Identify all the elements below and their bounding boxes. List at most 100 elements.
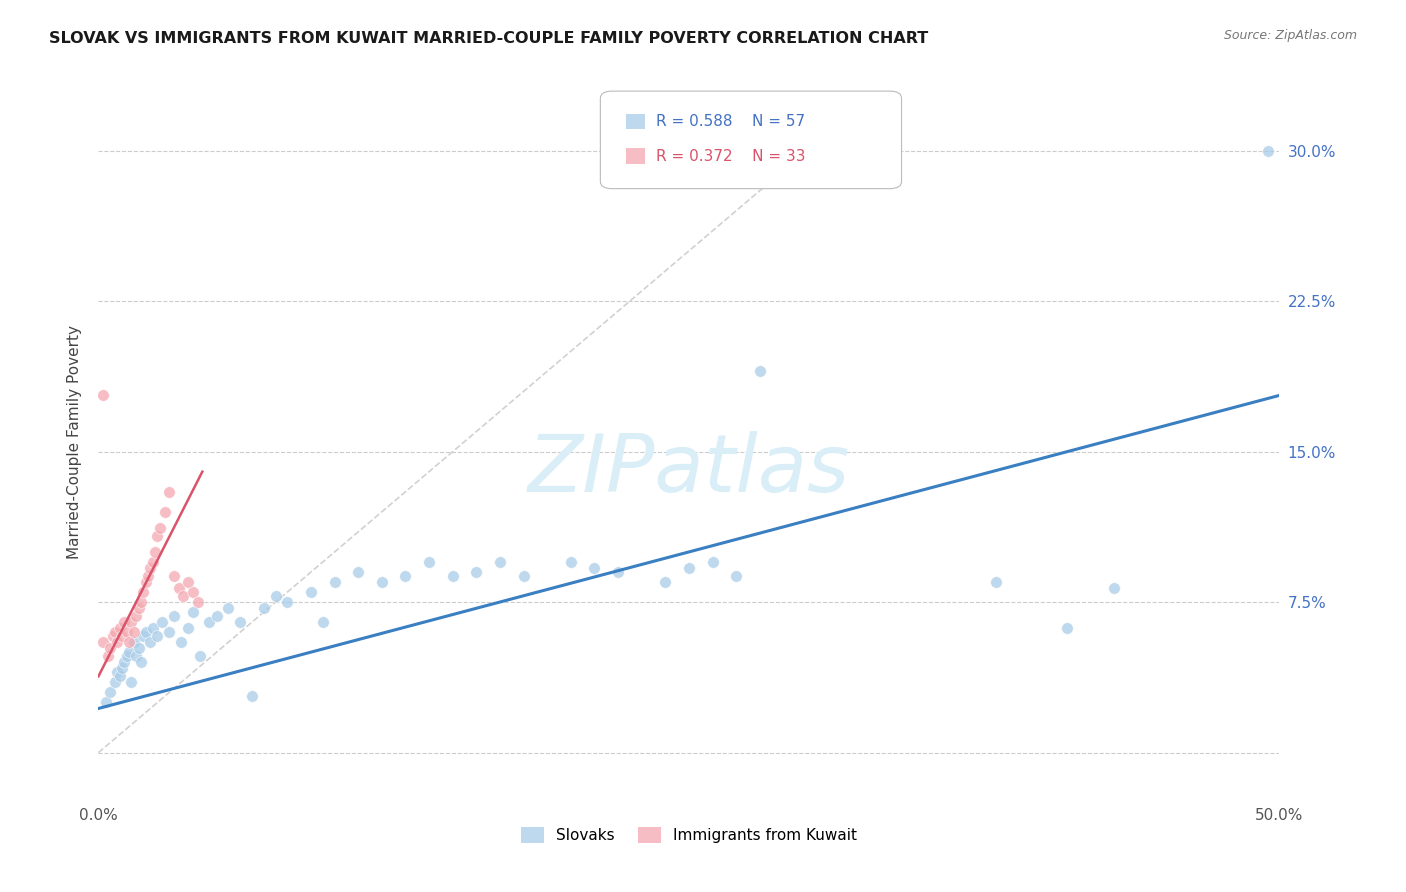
Point <box>104 625 127 640</box>
Point <box>181 605 204 619</box>
FancyBboxPatch shape <box>600 91 901 189</box>
Point <box>122 635 145 649</box>
Text: R = 0.372    N = 33: R = 0.372 N = 33 <box>657 149 806 163</box>
Point <box>1056 621 1078 635</box>
Point <box>121 615 143 630</box>
Point <box>125 649 148 664</box>
Point <box>607 565 630 579</box>
Point <box>98 641 121 656</box>
Point <box>170 635 193 649</box>
Point <box>91 388 114 402</box>
Point <box>91 635 114 649</box>
Point <box>135 625 157 640</box>
Point <box>312 615 335 630</box>
Point <box>128 641 150 656</box>
Point <box>347 565 370 579</box>
Point <box>371 575 394 590</box>
Point <box>217 601 239 615</box>
Point <box>748 364 770 378</box>
Legend: Slovaks, Immigrants from Kuwait: Slovaks, Immigrants from Kuwait <box>515 822 863 849</box>
Point <box>146 629 169 643</box>
Point <box>163 609 186 624</box>
Point <box>104 675 127 690</box>
Point <box>98 685 121 699</box>
Point <box>94 696 117 710</box>
Bar <box>626 113 644 129</box>
Point <box>512 569 534 583</box>
Point <box>188 649 211 664</box>
Point <box>240 690 263 704</box>
Point <box>118 645 141 659</box>
Point <box>229 615 252 630</box>
Bar <box>626 148 644 164</box>
Text: ZIPatlas: ZIPatlas <box>527 432 851 509</box>
Point <box>489 555 512 569</box>
Point <box>465 565 488 579</box>
Text: Source: ZipAtlas.com: Source: ZipAtlas.com <box>1223 29 1357 42</box>
Point <box>108 669 131 683</box>
Point <box>115 625 138 640</box>
Point <box>136 569 159 583</box>
Point <box>149 521 172 535</box>
Point <box>441 569 464 583</box>
Point <box>702 555 724 569</box>
Point <box>187 595 209 609</box>
Point <box>299 585 322 599</box>
Point <box>146 529 169 543</box>
Point <box>118 635 141 649</box>
Point <box>725 569 748 583</box>
Point <box>583 561 606 575</box>
Point <box>105 635 128 649</box>
Point <box>139 561 162 575</box>
Point <box>125 609 148 624</box>
Point <box>153 505 176 519</box>
Point <box>111 661 134 675</box>
Point <box>177 575 200 590</box>
Point <box>132 629 155 643</box>
Point <box>418 555 440 569</box>
Point <box>157 484 180 499</box>
Point <box>112 655 135 669</box>
Point <box>181 585 204 599</box>
Point <box>139 635 162 649</box>
Text: R = 0.588    N = 57: R = 0.588 N = 57 <box>657 114 806 129</box>
Point <box>115 649 138 664</box>
Point <box>150 615 173 630</box>
Point <box>163 569 186 583</box>
Point <box>121 675 143 690</box>
Point <box>128 601 150 615</box>
Text: SLOVAK VS IMMIGRANTS FROM KUWAIT MARRIED-COUPLE FAMILY POVERTY CORRELATION CHART: SLOVAK VS IMMIGRANTS FROM KUWAIT MARRIED… <box>49 31 928 46</box>
Point <box>143 545 166 559</box>
Point <box>984 575 1007 590</box>
Point <box>205 609 228 624</box>
Point <box>654 575 676 590</box>
Point <box>129 595 152 609</box>
Point <box>111 629 134 643</box>
Point <box>97 649 120 664</box>
Point <box>108 621 131 635</box>
Point <box>264 589 287 603</box>
Point <box>157 625 180 640</box>
Point <box>560 555 582 569</box>
Point <box>129 655 152 669</box>
Point <box>142 555 165 569</box>
Point <box>112 615 135 630</box>
Point <box>198 615 221 630</box>
Point <box>177 621 200 635</box>
Point <box>167 581 190 595</box>
Point <box>1257 144 1279 158</box>
Y-axis label: Married-Couple Family Poverty: Married-Couple Family Poverty <box>67 325 83 558</box>
Point <box>323 575 346 590</box>
Point <box>101 629 124 643</box>
Point <box>142 621 165 635</box>
Point <box>132 585 155 599</box>
Point <box>678 561 700 575</box>
Point <box>253 601 276 615</box>
Point <box>394 569 416 583</box>
Point <box>1102 581 1125 595</box>
Point <box>122 625 145 640</box>
Point <box>172 589 194 603</box>
Point <box>276 595 298 609</box>
Point <box>105 665 128 680</box>
Point <box>135 575 157 590</box>
